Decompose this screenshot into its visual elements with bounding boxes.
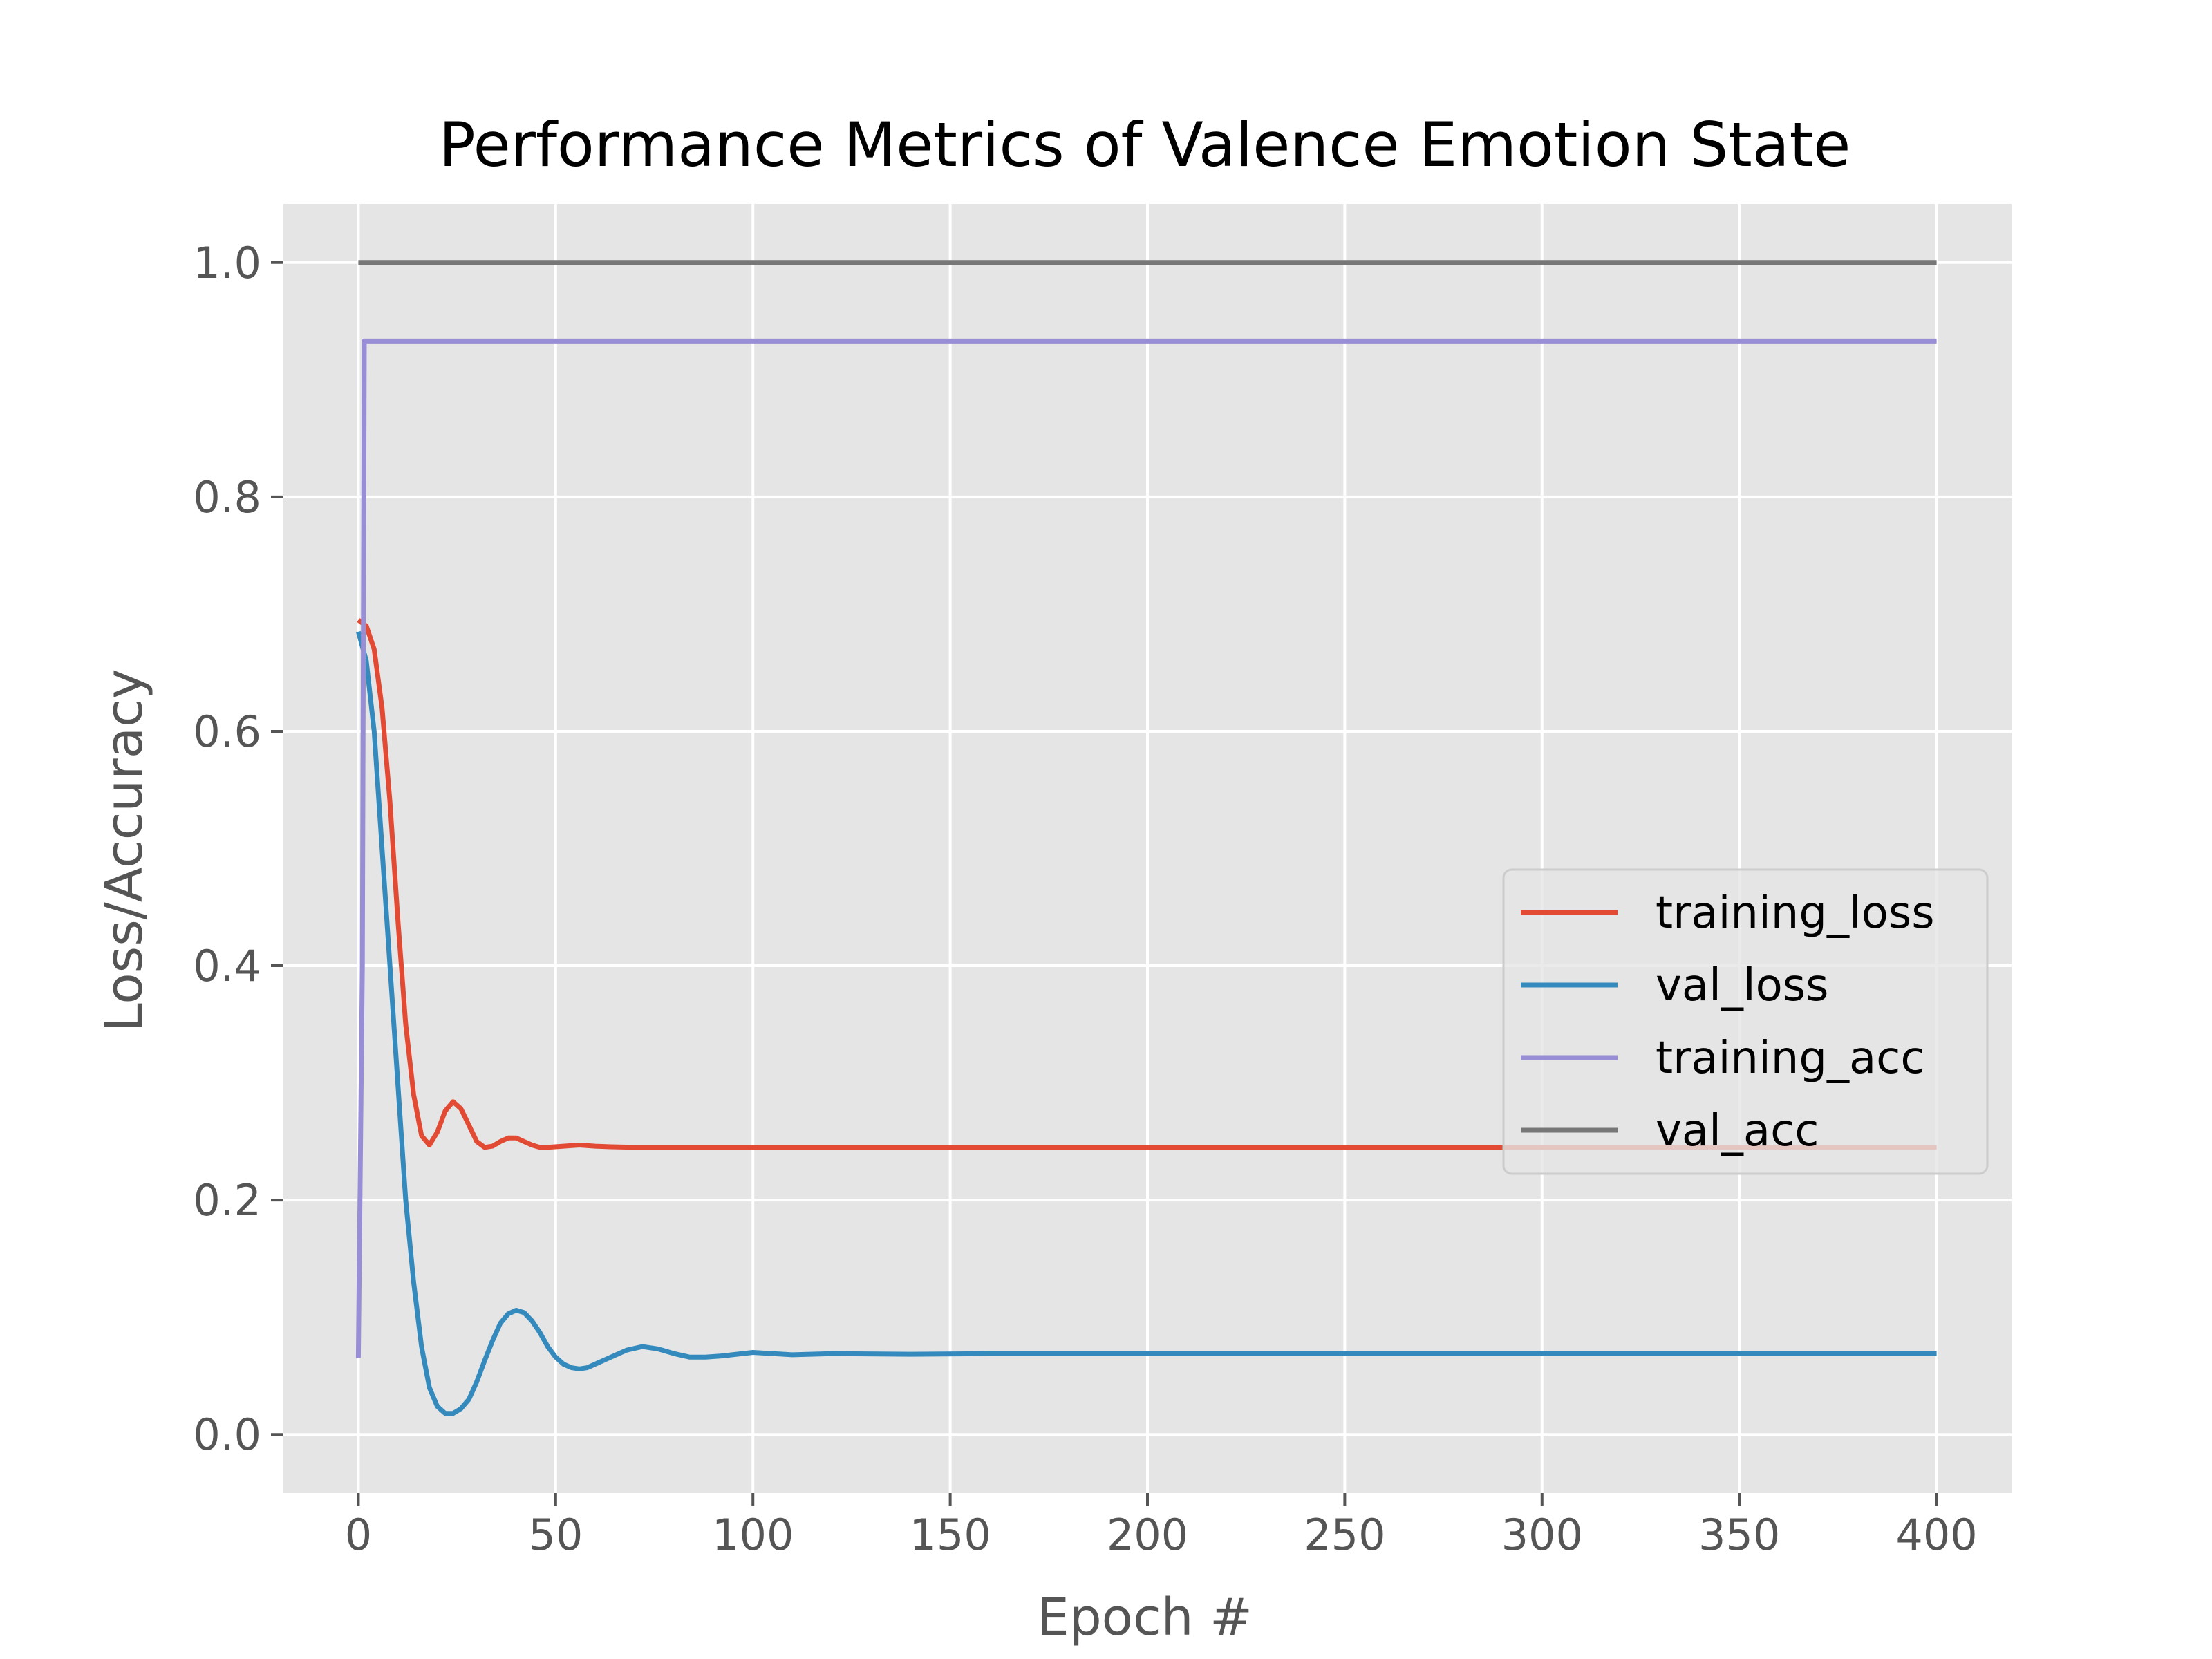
legend: training_loss val_loss training_acc val_acc: [1502, 868, 1989, 1175]
y-tick-label: 0.0: [193, 1409, 261, 1460]
x-tick-label: 150: [909, 1510, 991, 1560]
chart-title: Performance Metrics of Valence Emotion S…: [439, 109, 1851, 180]
axis-ticks: 0 50 100 150 200 250 300 350 400 0.0 0.2 0.4 0.6 0.8 1…: [193, 238, 1977, 1560]
y-tick-label: 1.0: [193, 238, 261, 288]
legend-label: val_loss: [1656, 960, 1829, 1011]
x-tick-label: 300: [1501, 1510, 1583, 1560]
x-tick-label: 350: [1698, 1510, 1780, 1560]
y-tick-label: 0.8: [193, 472, 261, 523]
x-tick-label: 0: [345, 1510, 372, 1560]
y-tick-label: 0.4: [193, 941, 261, 991]
legend-box: [1502, 868, 1989, 1175]
y-tick-label: 0.6: [193, 706, 261, 757]
x-tick-label: 50: [528, 1510, 583, 1560]
legend-label: val_acc: [1656, 1105, 1819, 1156]
y-tick-label: 0.2: [193, 1175, 261, 1226]
x-tick-label: 200: [1107, 1510, 1188, 1560]
x-tick-label: 250: [1304, 1510, 1385, 1560]
legend-label: training_loss: [1656, 888, 1935, 939]
series-line-training-acc: [355, 338, 1937, 1359]
series-line-training-loss: [357, 618, 1937, 1150]
x-axis-label: Epoch #: [1037, 1588, 1253, 1647]
series-line-val-loss: [356, 630, 1937, 1416]
y-axis-label: Loss/Accuracy: [95, 668, 154, 1031]
x-tick-label: 400: [1895, 1510, 1977, 1560]
legend-label: training_acc: [1656, 1033, 1925, 1084]
x-tick-label: 100: [712, 1510, 794, 1560]
series-lines: [355, 260, 1937, 1416]
